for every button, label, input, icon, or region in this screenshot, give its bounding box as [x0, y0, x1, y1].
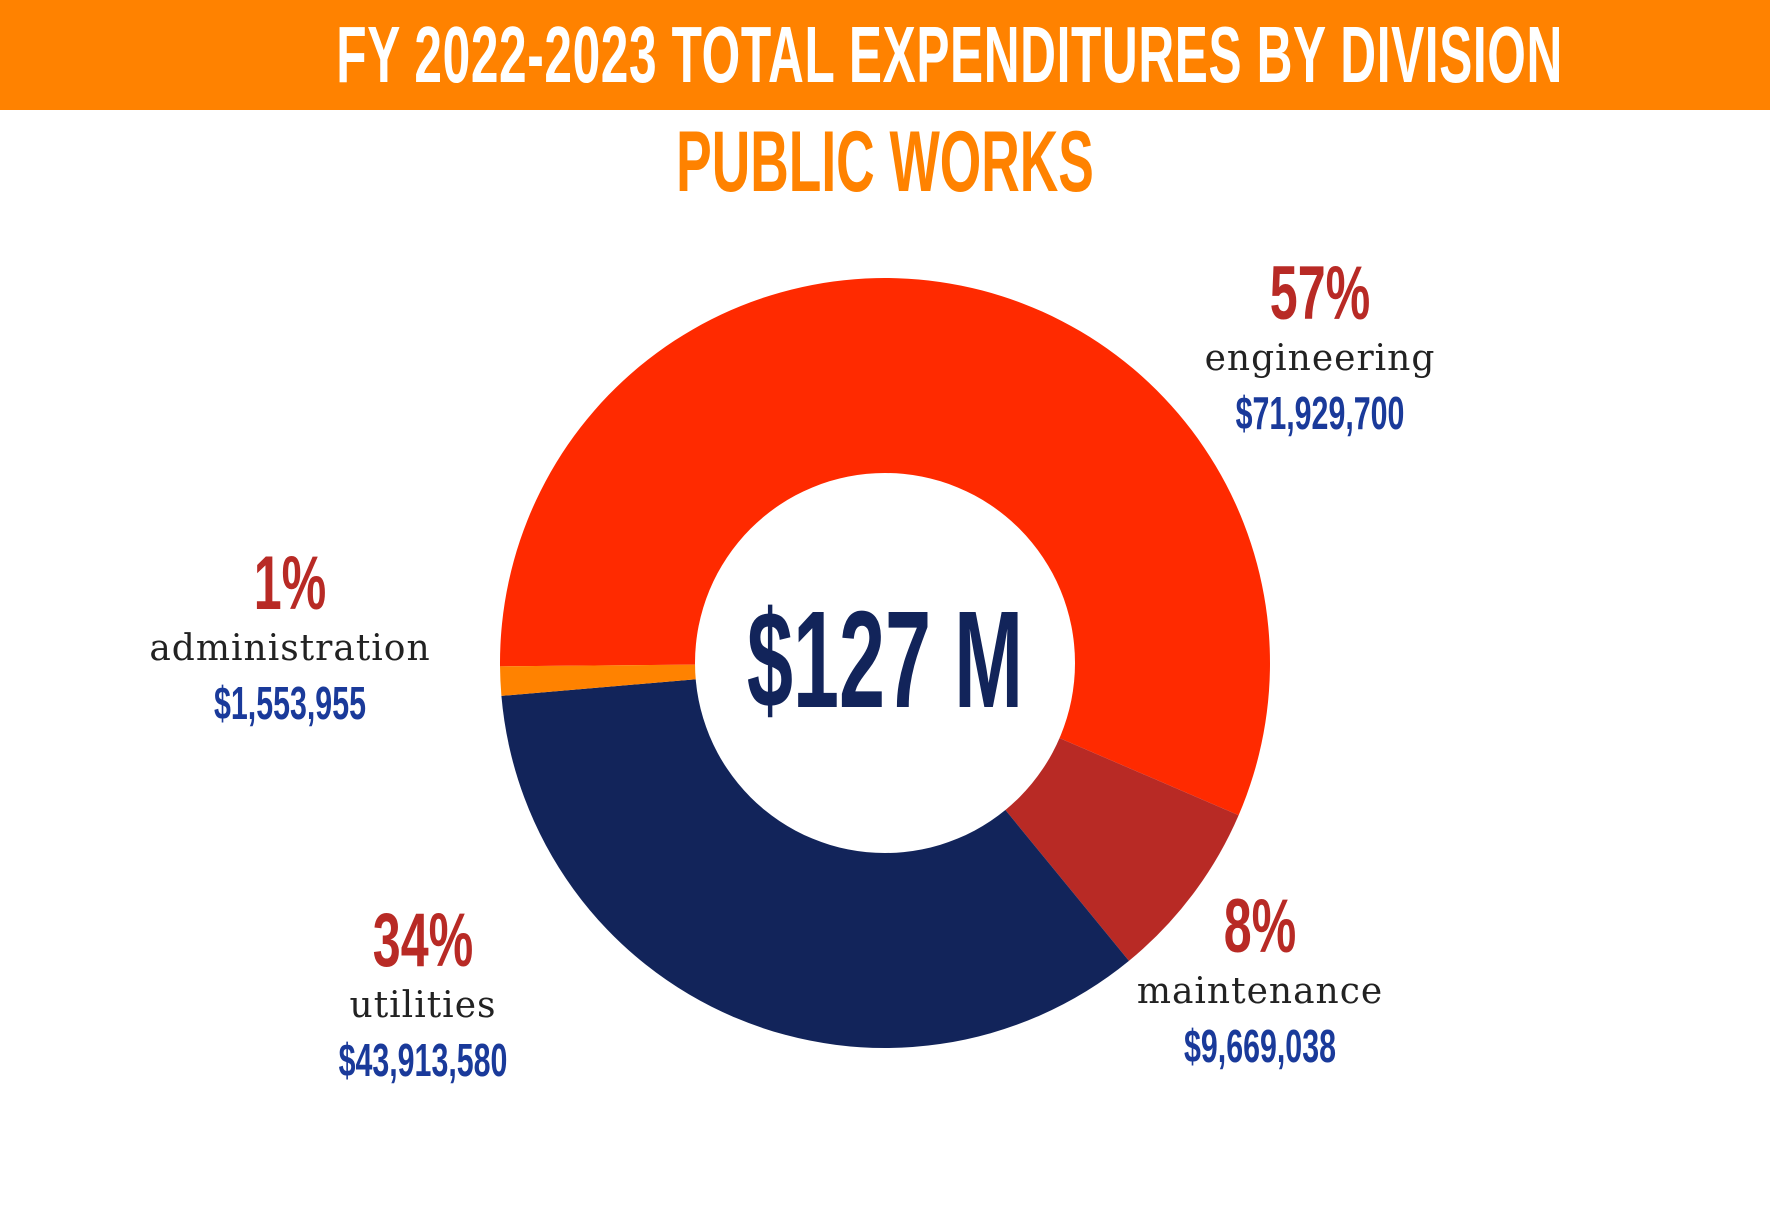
name-label-engineering: engineering — [1204, 338, 1436, 379]
donut-hole — [695, 473, 1075, 853]
amount-label-maintenance: $9,669,038 — [1184, 1020, 1336, 1072]
name-label-utilities: utilities — [349, 985, 497, 1026]
percent-label-utilities: 34% — [372, 898, 474, 983]
slice-label-engineering: 57% engineering $71,929,700 — [1160, 255, 1480, 441]
amount-label-engineering: $71,929,700 — [1235, 387, 1405, 439]
percent-label-administration: 1% — [253, 541, 327, 626]
slice-utilities — [501, 663, 1129, 1049]
amount-label-utilities: $43,913,580 — [338, 1034, 508, 1086]
slice-label-administration: 1% administration $1,553,955 — [130, 545, 450, 731]
slice-label-utilities: 34% utilities $43,913,580 — [263, 902, 583, 1088]
chart-subtitle: PUBLIC WORKS — [676, 114, 1094, 210]
name-label-administration: administration — [149, 628, 431, 669]
amount-label-administration: $1,553,955 — [214, 677, 366, 729]
slice-label-maintenance: 8% maintenance $9,669,038 — [1100, 888, 1420, 1074]
percent-label-engineering: 57% — [1269, 251, 1371, 336]
percent-label-maintenance: 8% — [1223, 884, 1297, 969]
title-banner — [0, 0, 1770, 110]
center-total-label: $127 M — [746, 583, 1024, 737]
chart-title: FY 2022-2023 TOTAL EXPENDITURES BY DIVIS… — [336, 10, 1563, 99]
name-label-maintenance: maintenance — [1136, 971, 1384, 1012]
